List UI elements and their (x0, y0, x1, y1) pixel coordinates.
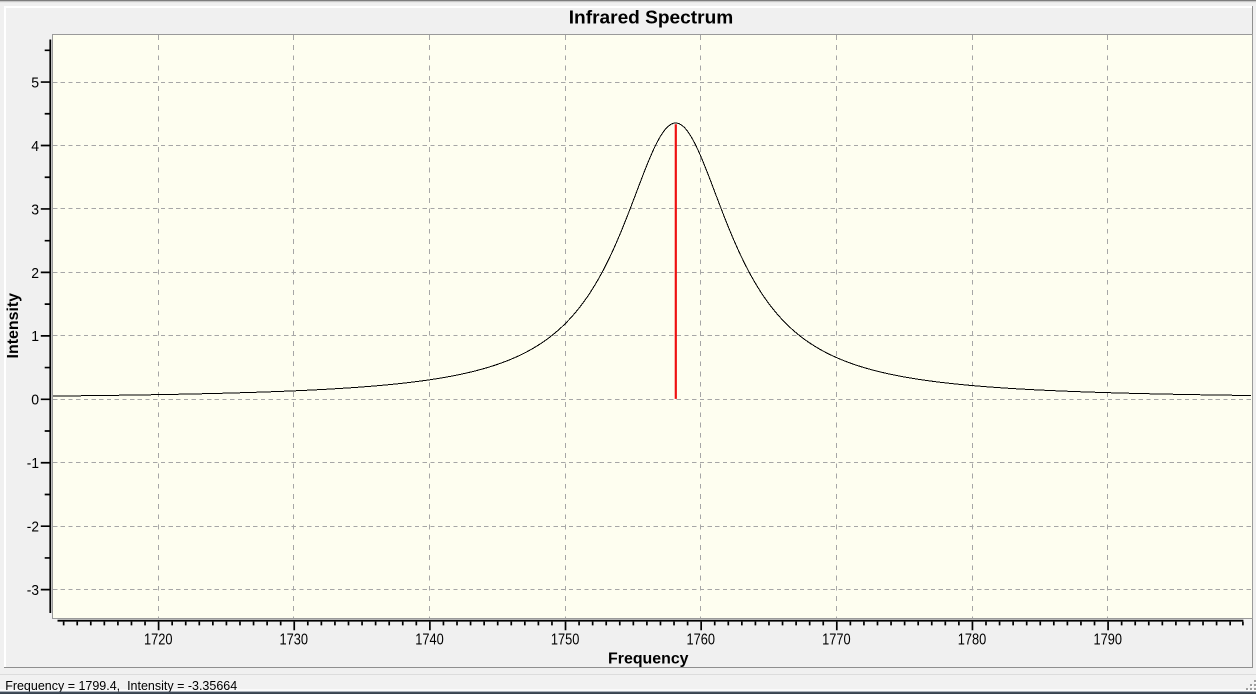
svg-text:1750: 1750 (551, 632, 580, 649)
svg-text:-2: -2 (27, 519, 39, 536)
svg-text:1740: 1740 (415, 632, 444, 649)
svg-text:Infrared Spectrum: Infrared Spectrum (569, 7, 734, 27)
svg-text:3: 3 (31, 201, 39, 218)
svg-text:Intensity: Intensity (5, 293, 22, 359)
svg-text:1760: 1760 (687, 632, 716, 649)
svg-text:0: 0 (31, 392, 39, 409)
svg-text:1720: 1720 (144, 632, 173, 649)
svg-text:4: 4 (31, 138, 39, 155)
svg-text:1790: 1790 (1093, 632, 1122, 649)
svg-text:1770: 1770 (822, 632, 851, 649)
svg-text:Frequency = 1799.4, Intensity: Frequency = 1799.4, Intensity = -3.35664 (5, 679, 237, 693)
svg-text:-1: -1 (27, 455, 39, 472)
svg-text:1730: 1730 (280, 632, 309, 649)
svg-text:Frequency: Frequency (608, 651, 689, 668)
svg-text:-3: -3 (27, 582, 39, 599)
svg-text:1780: 1780 (958, 632, 987, 649)
svg-text:5: 5 (31, 75, 39, 92)
svg-text:1: 1 (31, 328, 39, 345)
svg-text:2: 2 (31, 265, 39, 282)
